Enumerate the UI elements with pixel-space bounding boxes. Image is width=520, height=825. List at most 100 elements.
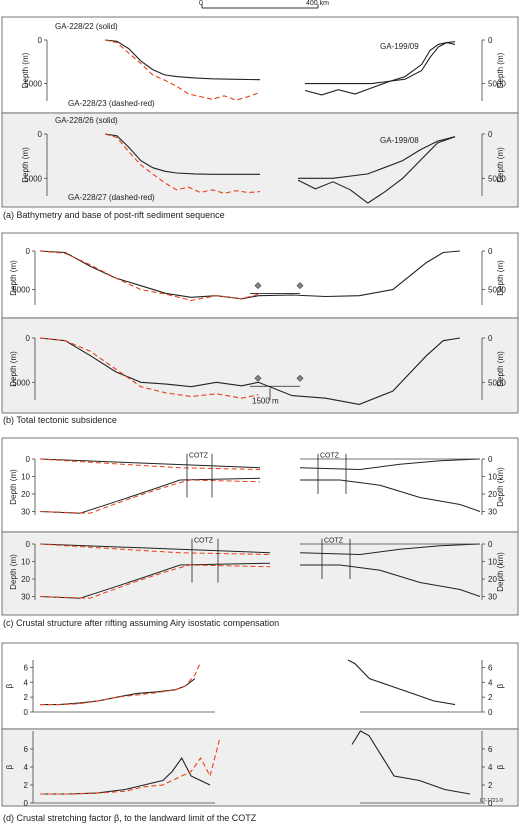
right-moho-line	[300, 564, 481, 597]
scale-end: 400 km	[306, 0, 329, 7]
y-axis-label: Depth (m)	[9, 260, 18, 296]
right-top-line	[299, 458, 481, 471]
series-line	[39, 250, 259, 301]
tick-label: 4	[488, 678, 493, 687]
series-line	[104, 39, 261, 101]
tick-label: 2	[24, 781, 29, 790]
caption-a: (a) Bathymetry and base of post-rift sed…	[3, 210, 225, 220]
tick-label: 5000	[12, 286, 30, 295]
series-label-dashed: GA-228/27 (dashed-red)	[68, 193, 155, 202]
tick-label: 5000	[24, 174, 42, 183]
tick-label: 6	[24, 745, 29, 754]
series-line	[39, 337, 259, 399]
caption-c: (c) Crustal structure after rifting assu…	[3, 618, 279, 628]
tick-label: 20	[488, 575, 497, 584]
tick-label: 10	[21, 473, 30, 482]
diamond-marker	[296, 282, 304, 289]
y-axis-label: β	[5, 764, 14, 769]
series-line	[40, 663, 201, 706]
series-line	[40, 739, 220, 795]
tick-label: 4	[488, 763, 493, 772]
tick-label: 10	[488, 473, 497, 482]
y-axis-label: Depth (m)	[9, 554, 18, 590]
tick-label: 10	[21, 558, 30, 567]
cotz-label: COTZ	[320, 452, 340, 459]
panel-frame	[1, 16, 519, 114]
series-line	[297, 136, 456, 204]
tick-label: 20	[488, 490, 497, 499]
tick-label: 30	[488, 593, 497, 602]
tick-label: 5000	[488, 378, 506, 387]
panel-frame	[1, 112, 519, 208]
tick-label: 6	[24, 663, 29, 672]
tick-label: 0	[24, 708, 29, 717]
panel-frame	[1, 437, 519, 533]
y-axis-label-right: Depth (m)	[496, 52, 505, 88]
tick-label: 0	[488, 130, 493, 139]
tick-label: 0	[488, 799, 493, 808]
tick-label: 5000	[488, 174, 506, 183]
tick-label: 0	[38, 130, 43, 139]
tick-label: 6	[488, 663, 493, 672]
tick-label: 0	[38, 36, 43, 45]
water-bottom-line-dashed	[39, 543, 271, 555]
panel-frame	[1, 232, 519, 319]
y-axis-label-right: Depth (m)	[496, 351, 505, 387]
tick-label: 4	[24, 763, 29, 772]
line-label-right: GA-199/09	[380, 42, 419, 51]
tick-label: 5000	[12, 378, 30, 387]
tick-label: 0	[26, 334, 31, 343]
y-axis-label: Depth (m)	[9, 351, 18, 387]
tick-label: 30	[21, 593, 30, 602]
tick-label: 0	[488, 540, 493, 549]
tick-label: 0	[24, 799, 29, 808]
series-line	[347, 659, 456, 706]
tick-label: 5000	[24, 80, 42, 89]
moho-line	[39, 562, 271, 599]
y-axis-label: Depth (m)	[21, 52, 30, 88]
y-axis-label: Depth (m)	[9, 469, 18, 505]
diamond-marker	[254, 282, 262, 289]
tick-label: 0	[26, 540, 31, 549]
moho-line-dashed	[39, 479, 261, 514]
panel-frame	[1, 728, 519, 807]
figure-id: 67-1721-9	[480, 798, 503, 804]
series-line	[40, 678, 196, 706]
series-label-solid: GA-228/26 (solid)	[55, 116, 118, 125]
tick-label: 6	[488, 745, 493, 754]
diamond-marker	[254, 374, 262, 382]
tick-label: 2	[488, 781, 493, 790]
series-line	[298, 136, 456, 179]
tick-label: 20	[21, 575, 30, 584]
series-line	[304, 41, 456, 96]
tick-label: 30	[21, 508, 30, 517]
cotz-label: COTZ	[189, 452, 209, 459]
series-line	[39, 337, 461, 405]
panel-frame	[1, 317, 519, 414]
tick-label: 2	[488, 693, 493, 702]
panel-frame	[1, 642, 519, 730]
tick-label: 0	[488, 334, 493, 343]
diamond-marker	[296, 374, 304, 382]
caption-d: (d) Crustal stretching factor β, to the …	[3, 813, 257, 823]
water-bottom-line	[39, 543, 271, 554]
water-bottom-line	[39, 458, 261, 469]
annotation-label: 1500 m	[252, 396, 279, 405]
cotz-label: COTZ	[194, 537, 214, 544]
series-line	[351, 730, 471, 795]
moho-line-dashed	[39, 564, 271, 599]
y-axis-label-right: Depth (km)	[496, 467, 505, 507]
tick-label: 0	[26, 455, 31, 464]
tick-label: 5000	[488, 80, 506, 89]
series-label-solid: GA-228/22 (solid)	[55, 22, 118, 31]
right-top-line	[299, 543, 481, 556]
series-label-dashed: GA-228/23 (dashed-red)	[68, 99, 155, 108]
series-line	[305, 42, 456, 85]
tick-label: 2	[24, 693, 29, 702]
caption-b: (b) Total tectonic subsidence	[3, 415, 117, 425]
y-axis-label-right: Depth (km)	[496, 552, 505, 592]
tick-label: 0	[488, 708, 493, 717]
y-axis-label: β	[5, 683, 14, 688]
water-bottom-line-dashed	[39, 458, 261, 470]
